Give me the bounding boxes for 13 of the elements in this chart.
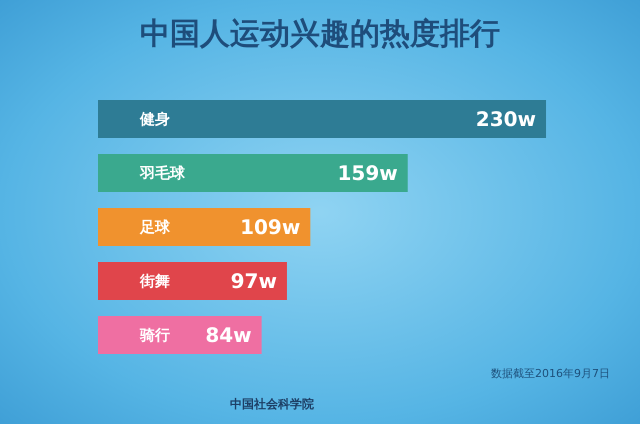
data-label: 84w (205, 323, 252, 347)
data-label: 97w (230, 269, 277, 293)
data-label: 109w (240, 215, 300, 239)
y-tick-label: 足球 (139, 218, 171, 236)
y-tick-label: 健身 (139, 110, 170, 128)
text: 中国社会科学院 (230, 397, 314, 411)
y-tick-label: 骑行 (139, 326, 170, 344)
chart-title: 中国人运动兴趣的热度排行 (140, 16, 500, 52)
y-tick-label: 羽毛球 (139, 164, 186, 182)
data-label: 159w (338, 161, 398, 185)
y-tick-label: 街舞 (139, 272, 170, 290)
data-label: 230w (476, 107, 536, 131)
text: 数据截至2016年9月7日 (491, 367, 610, 380)
